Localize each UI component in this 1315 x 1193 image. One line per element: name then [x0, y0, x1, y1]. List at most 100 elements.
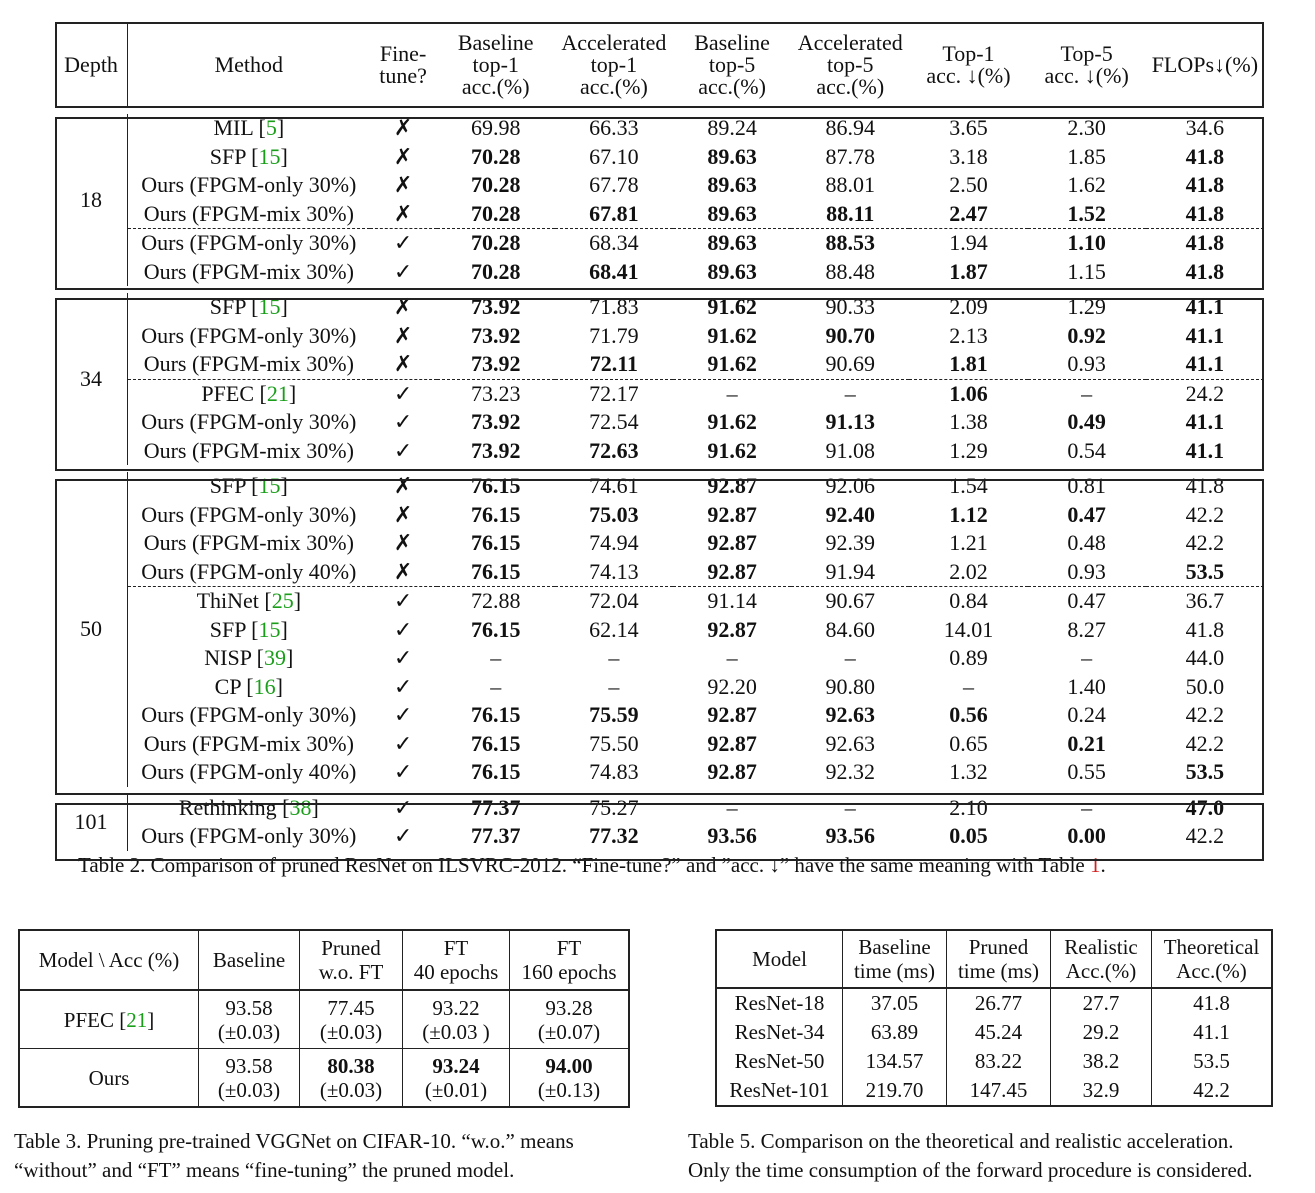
cross-icon: ✗	[393, 322, 413, 348]
method-name: Ours (FPGM-only 30%)	[141, 172, 357, 198]
value-cell: 0.93	[1067, 351, 1106, 377]
citation-link[interactable]: 21	[266, 380, 289, 406]
group-gap	[55, 107, 1264, 114]
value-cell: 0.92	[1067, 322, 1106, 348]
value-cell: 41.8	[1185, 473, 1225, 499]
value-cell: 70.28	[470, 258, 521, 284]
value-cell: 1.87	[949, 258, 988, 284]
value-std: (±0.03)	[217, 1019, 281, 1044]
table-row: Ours (FPGM-only 30%) ✗ 76.15 75.03 92.87 92.4…	[55, 501, 1264, 530]
value-cell: 70.28	[470, 172, 521, 198]
value-cell: 41.1	[1185, 351, 1225, 377]
group-gap	[55, 465, 1264, 472]
value-cell: 93.28 (±0.07)	[509, 990, 629, 1049]
value-cell: 0.93	[1067, 558, 1106, 584]
column-header: Model \ Acc (%)	[19, 930, 199, 991]
value-cell: 42.2	[1185, 730, 1225, 756]
table-row: 101 Rethinking [38] ✓ 77.37 75.27 – – 2.10 – 47.0	[55, 793, 1264, 851]
column-header: Pruned w.o. FT	[299, 930, 403, 991]
check-icon: ✓	[393, 409, 413, 435]
method-cell: MIL [5]	[213, 115, 285, 141]
citation-link[interactable]: 25	[271, 588, 294, 614]
value-cell: 1.32	[949, 759, 988, 785]
value-cell: –	[608, 645, 620, 671]
value-cell: 32.9	[1050, 1076, 1152, 1106]
value-cell: 41.1	[1151, 1018, 1272, 1047]
method-name: SFP	[209, 616, 246, 642]
citation-link[interactable]: 15	[258, 473, 281, 499]
value-cell: 87.78	[825, 143, 876, 169]
check-icon: ✓	[393, 730, 413, 756]
value-cell: 1.40	[1067, 673, 1106, 699]
value-mean: 93.58	[225, 995, 273, 1020]
value-cell: 91.62	[707, 322, 757, 348]
check-icon: ✓	[369, 378, 437, 408]
value-cell: 76.15	[470, 501, 521, 527]
value-cell: 0.05	[949, 823, 988, 849]
method-cell: ThiNet [25]	[127, 586, 370, 616]
value-cell: 91.62	[707, 409, 757, 435]
value-cell: 1.85	[1067, 143, 1106, 169]
method-cell: Ours (FPGM-only 30%)	[128, 701, 370, 730]
method-name: Ours (FPGM-mix 30%)	[143, 258, 354, 284]
citation-link[interactable]: 38	[289, 794, 312, 820]
table-row: ThiNet [25] ✓ 72.88 72.04 91.14 90.67 0.84 0.47…	[55, 586, 1264, 616]
citation-link[interactable]: 16	[253, 673, 276, 699]
model-cell: PFEC [21]	[63, 1007, 155, 1032]
value-cell: 134.57	[842, 1047, 947, 1076]
value-cell: 0.65	[949, 730, 988, 756]
table-row: ResNet-18 37.05 26.77 27.7 41.8	[716, 988, 1272, 1018]
value-cell: 92.63	[825, 730, 876, 756]
citation-link[interactable]: 15	[258, 294, 281, 320]
method-cell: Ours (FPGM-mix 30%)	[128, 350, 370, 379]
value-cell: 41.8	[1151, 988, 1272, 1018]
citation-link[interactable]: 21	[126, 1007, 148, 1032]
method-name: Ours (FPGM-mix 30%)	[143, 200, 354, 226]
value-cell: 92.87	[707, 473, 757, 499]
method-name: Ours (FPGM-only 30%)	[141, 702, 357, 728]
citation-link[interactable]: 15	[258, 143, 281, 169]
value-cell: 89.63	[707, 172, 757, 198]
value-cell: 47.0	[1185, 794, 1225, 820]
citation-link[interactable]: 39	[263, 645, 286, 671]
value-cell: 34.6	[1185, 115, 1225, 141]
table-2: Depth Method Fine-tune? Baseline top-1 acc.(%…	[55, 22, 1264, 851]
value-cell: 92.06	[825, 473, 876, 499]
value-cell: 92.87	[707, 616, 757, 642]
value-cell: 67.10	[589, 143, 639, 169]
value-cell: 41.1	[1185, 409, 1225, 435]
value-cell: 0.24	[1067, 702, 1106, 728]
citation-link[interactable]: 5	[265, 115, 277, 141]
value-cell: 91.94	[825, 558, 876, 584]
column-header: FT 160 epochs	[509, 930, 629, 991]
value-cell: 42.2	[1185, 501, 1225, 527]
table-ref-link[interactable]: 1	[1089, 853, 1101, 877]
value-cell: 90.69	[825, 351, 876, 377]
column-header: Accelerated top-1 acc.(%)	[561, 29, 667, 99]
value-cell: 73.92	[470, 351, 521, 377]
model-cell: ResNet-34	[734, 1020, 825, 1044]
value-std: (±0.13)	[537, 1077, 601, 1102]
column-header: Baseline	[198, 930, 300, 991]
table-row: ResNet-34 63.89 45.24 29.2 41.1	[716, 1018, 1272, 1047]
value-cell: 1.15	[1067, 258, 1106, 284]
value-cell: 91.62	[707, 294, 757, 320]
value-cell: 91.08	[825, 437, 876, 463]
value-cell: 88.11	[826, 200, 875, 226]
method-name: Ours (FPGM-only 30%)	[141, 501, 357, 527]
value-cell: 90.80	[825, 673, 876, 699]
model-cell: Ours	[19, 1048, 199, 1107]
value-cell: 88.01	[825, 172, 876, 198]
table-2-header: Depth Method Fine-tune? Baseline top-1 acc.(%…	[55, 22, 1264, 107]
value-cell: 50.0	[1185, 673, 1225, 699]
method-cell: Ours (FPGM-only 40%)	[128, 758, 370, 787]
value-cell: 92.40	[825, 501, 876, 527]
depth-cell: 18	[55, 114, 129, 286]
value-cell: 89.24	[707, 115, 757, 141]
method-cell: Ours (FPGM-mix 30%)	[128, 437, 370, 466]
table-3-caption: Table 3. Pruning pre-trained VGGNet on C…	[14, 1127, 574, 1185]
value-cell: 72.11	[589, 351, 639, 377]
citation-link[interactable]: 15	[258, 616, 281, 642]
value-cell: 92.87	[707, 759, 757, 785]
check-icon: ✓	[393, 759, 413, 785]
